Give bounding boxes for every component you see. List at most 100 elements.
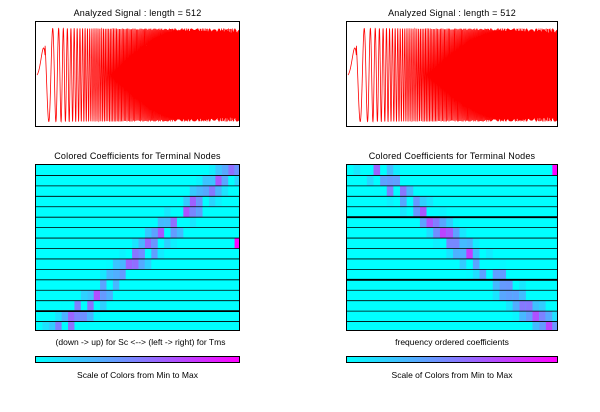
coefficient-cell [138,248,145,259]
coefficient-cell [386,175,394,186]
coefficient-cell [215,175,222,186]
coefficient-cell [472,248,480,259]
coefficient-cell [157,227,165,239]
coefficient-cell [486,248,493,259]
coefficient-cell [400,206,407,218]
coefficient-cell [119,269,126,280]
coefficient-cell [532,321,540,330]
coefficient-cell [221,165,229,176]
coefficient-cell [426,217,434,228]
coefficient-cell [68,321,75,330]
coefficient-cell [228,185,235,197]
coefficient-cell [55,321,62,330]
coefficient-cell-max [552,165,557,176]
coefficient-cell [93,311,101,322]
coefficient-cell [539,311,546,322]
coefficient-cell [93,290,101,301]
coefficient-cell [373,165,381,176]
coefficient-cell [106,269,113,280]
coefficient-cell [525,300,533,312]
right-signal-plot [346,21,558,127]
coefficient-cell [506,279,513,291]
coefficient-cell [512,311,520,322]
coefficient-cell [138,238,145,249]
coefficient-cell [386,165,394,176]
coefficient-cell [112,279,120,291]
coefficient-cell [366,175,374,186]
coefficient-cell [459,248,467,259]
left-colorbar [35,356,240,363]
coefficient-cell [466,238,473,249]
coefficient-cell [221,175,229,186]
coefficient-cell [80,311,88,322]
coefficient-cell [506,300,513,312]
right-order-caption: frequency ordered coefficients [395,337,509,347]
coefficient-cell [164,238,171,249]
coefficient-cell [499,269,507,280]
coefficient-cell [87,311,94,322]
coefficient-cell [453,238,460,249]
coefficient-cell [506,290,513,301]
coefficient-cell [61,311,69,322]
coefficient-cell [459,258,467,270]
coefficient-cell [492,279,500,291]
coefficient-cell [74,311,81,322]
coefficient-cell [373,185,381,197]
coefficient-cell [208,175,216,186]
coefficient-cell [48,321,56,330]
coefficient-cell [144,227,152,239]
left-coefficient-grid [35,164,240,331]
coefficient-cell [393,165,401,176]
coefficient-cell [100,300,107,312]
signal-trace [36,27,239,123]
coefficient-cell [466,269,473,280]
coefficient-cell [453,217,460,228]
coefficient-cell [189,185,197,197]
coefficient-cell [164,217,171,228]
coefficient-cell [196,196,203,207]
coefficient-cell [439,206,447,218]
coefficient-cell [453,248,460,259]
coefficient-cell [519,300,526,312]
coefficient-cell [499,290,507,301]
coefficient-cell [208,185,216,197]
coefficient-cell [208,196,216,207]
coefficient-cell [419,196,427,207]
coefficient-cell [479,269,487,280]
coefficient-cell [466,248,473,259]
coefficient-cell [112,269,120,280]
coefficient-cell [170,238,177,249]
coefficient-cell [228,165,235,176]
left-order-caption: (down -> up) for Sc <--> (left -> right)… [55,337,226,347]
coefficient-cell [157,217,165,228]
coefficient-cell [100,279,107,291]
coefficient-cell [539,321,546,330]
coefficient-cell [419,206,427,218]
coefficient-cell [386,185,394,197]
coefficient-cell [525,311,533,322]
coefficient-cell [426,196,434,207]
coefficient-cell [61,300,69,312]
coefficient-cell [426,227,434,239]
coefficient-cell [138,258,145,270]
coefficient-cell [519,290,526,301]
coefficient-cell [202,175,209,186]
coefficient-cell [151,248,158,259]
coefficient-cell [170,227,177,239]
coefficient-cell [532,300,540,312]
coefficient-cell [532,311,540,322]
coefficient-cell [446,217,454,228]
coefficient-cell [539,300,546,312]
coefficient-cell [132,238,139,249]
coefficient-cell [472,258,480,270]
coefficient-cell [499,279,507,291]
coefficient-cell [189,217,197,228]
coefficient-cell [100,290,107,301]
coefficient-cell [189,206,197,218]
right-coef-title: Colored Coefficients for Terminal Nodes [368,151,536,161]
coefficient-cell [234,175,239,186]
coefficient-cell [406,185,414,197]
coefficient-cell [472,269,480,280]
coefficient-cell [119,258,126,270]
coefficient-cell [459,227,467,239]
